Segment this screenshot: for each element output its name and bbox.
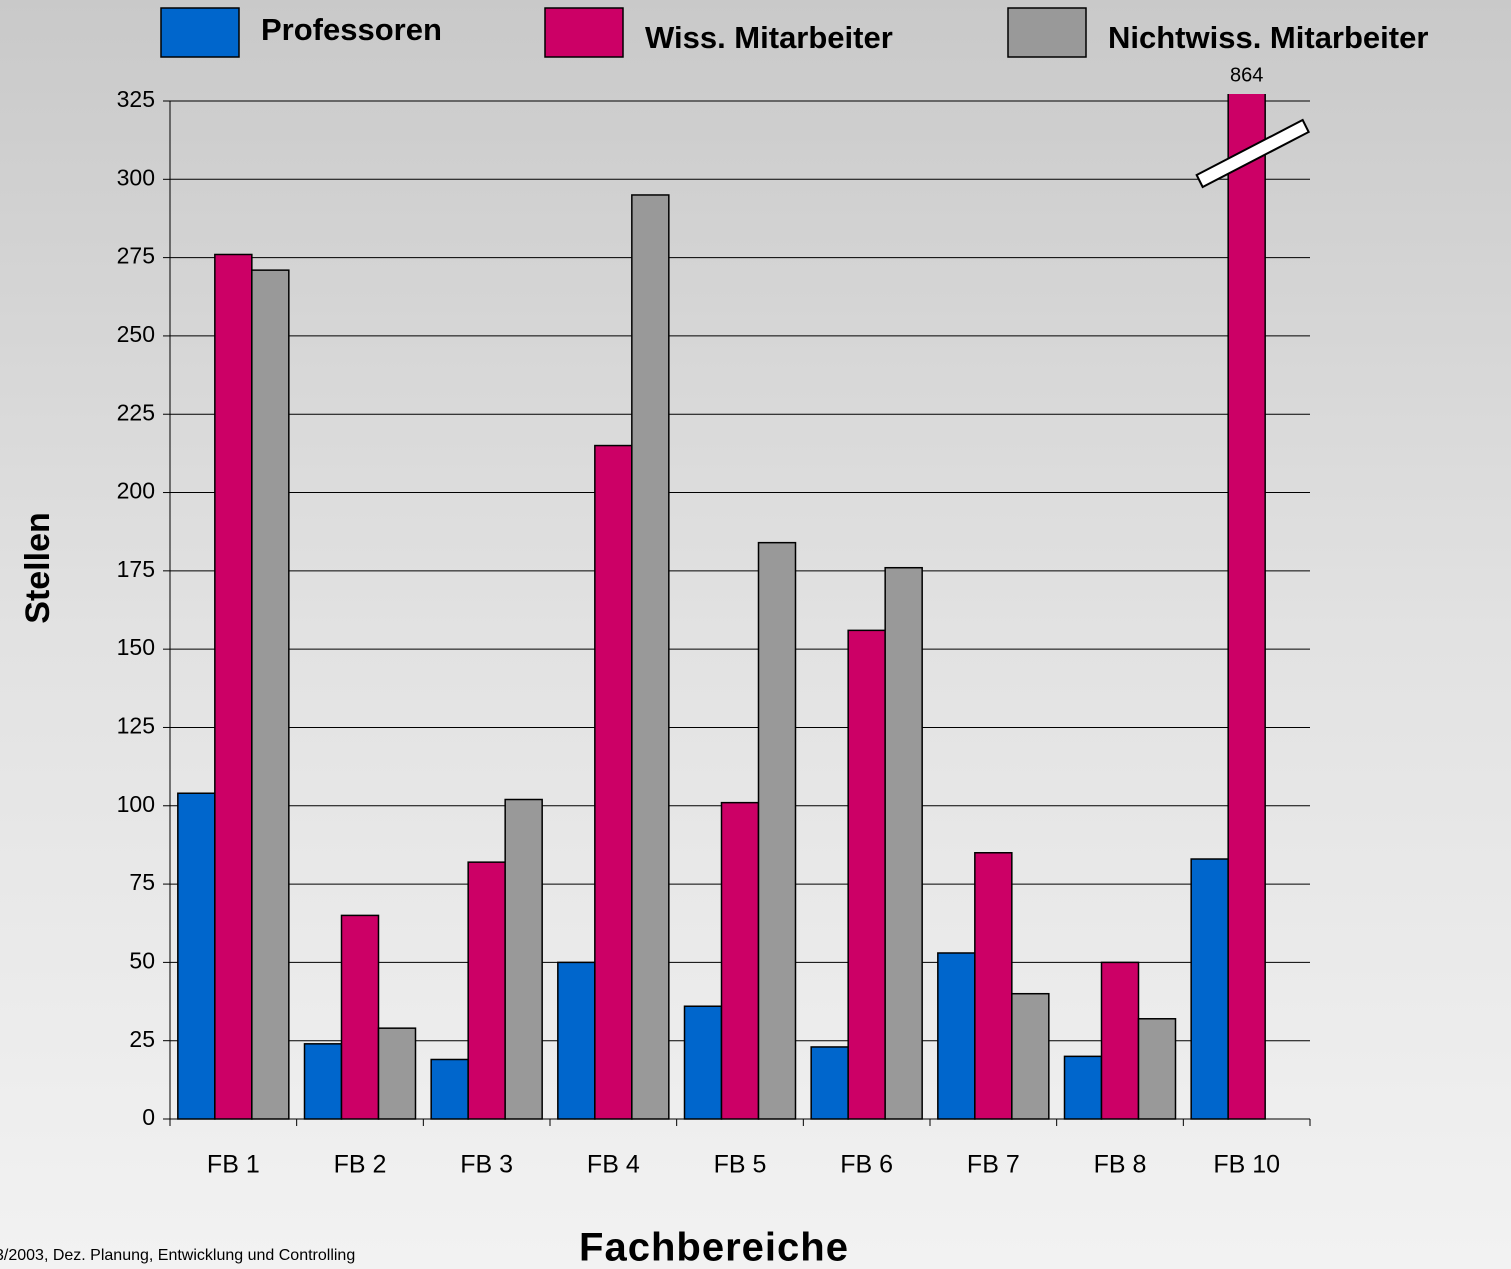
y-tick-label: 150 [117, 634, 155, 660]
bar [1011, 992, 1050, 1120]
y-tick-label: 250 [117, 321, 155, 347]
y-tick-label: 50 [129, 947, 155, 973]
bar [810, 1046, 849, 1120]
bar [1137, 1018, 1177, 1120]
footer: 3/2003, Dez. Planung, Entwicklung und Co… [0, 1247, 355, 1264]
bar [683, 1005, 723, 1120]
y-tick-label: 25 [129, 1026, 155, 1052]
bar [177, 792, 216, 1120]
y-tick-label: 125 [117, 713, 155, 739]
bar [340, 914, 380, 1120]
y-tick-label: 325 [117, 86, 155, 112]
x-tick-label: FB 10 [1213, 1151, 1280, 1179]
bar [1063, 1055, 1103, 1120]
bar [974, 852, 1013, 1120]
bar [557, 961, 596, 1120]
y-tick-label: 275 [117, 243, 155, 269]
legend-swatch [160, 7, 240, 58]
bar [720, 801, 760, 1120]
bar [631, 194, 670, 1120]
x-axis-label: Fachbereiche [579, 1226, 849, 1269]
bar [937, 952, 976, 1120]
bar [303, 1043, 343, 1120]
bar [884, 566, 923, 1120]
bar [1227, 94, 1266, 1120]
x-tick-label: FB 3 [460, 1151, 513, 1179]
x-tick-label: FB 4 [587, 1151, 640, 1179]
bar [1190, 858, 1229, 1120]
legend-swatch [544, 7, 624, 58]
axis-break [1195, 118, 1311, 189]
bar [430, 1058, 469, 1120]
y-tick-label: 300 [117, 164, 155, 190]
x-tick-label: FB 6 [840, 1151, 893, 1179]
legend-label: Nichtwiss. Mitarbeiter [1108, 20, 1428, 55]
bar [251, 269, 290, 1120]
legend-label: Wiss. Mitarbeiter [645, 20, 893, 55]
y-axis-label: Stellen [19, 512, 57, 623]
x-tick-label: FB 2 [334, 1151, 387, 1179]
bar [504, 798, 543, 1120]
legend-label: Professoren [261, 12, 442, 47]
bar [847, 629, 886, 1120]
y-tick-label: 100 [117, 791, 155, 817]
bar [594, 444, 633, 1120]
y-tick-label: 200 [117, 478, 155, 504]
y-tick-label: 0 [142, 1104, 155, 1130]
data-label: 864 [1230, 64, 1263, 86]
bar [1100, 961, 1140, 1120]
bar [757, 541, 797, 1120]
x-tick-label: FB 8 [1094, 1151, 1147, 1179]
bar [214, 253, 253, 1120]
y-tick-label: 225 [117, 399, 155, 425]
bar [467, 861, 506, 1120]
x-tick-label: FB 7 [967, 1151, 1020, 1179]
x-tick-label: FB 1 [207, 1151, 260, 1179]
y-tick-label: 75 [129, 869, 155, 895]
legend-swatch [1007, 7, 1087, 58]
x-tick-label: FB 5 [714, 1151, 767, 1179]
bar [377, 1027, 417, 1120]
y-tick-label: 175 [117, 556, 155, 582]
